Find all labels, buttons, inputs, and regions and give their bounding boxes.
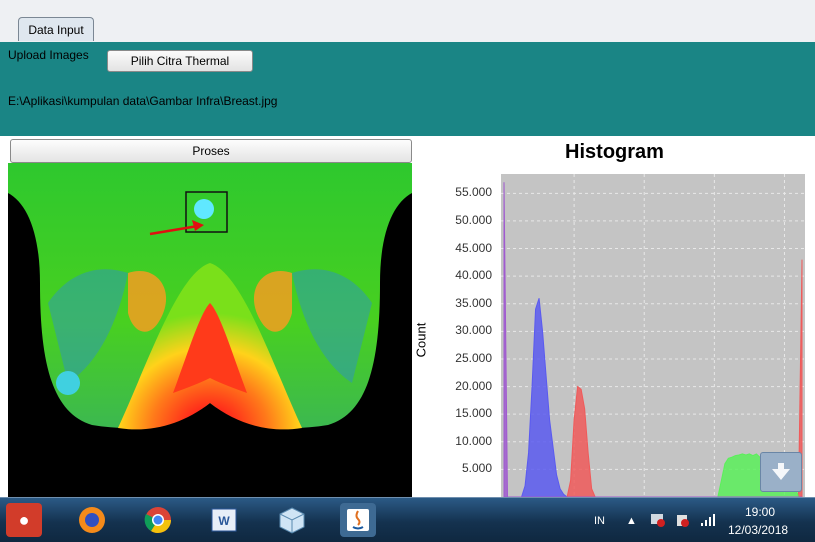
histogram-series-2 [504, 453, 802, 497]
upload-images-label: Upload Images [8, 48, 89, 62]
histogram-series-0 [504, 298, 802, 497]
firefox-icon[interactable] [74, 503, 110, 537]
y-tick-label: 40.000 [455, 268, 492, 283]
y-tick-label: 30.000 [455, 323, 492, 338]
tray-expand-icon[interactable]: ▲ [626, 515, 637, 527]
clock-time[interactable]: 19:00 [745, 505, 776, 519]
arrow-down-icon [772, 463, 790, 480]
histogram-chart [501, 174, 805, 497]
histogram-y-axis-label: Count [413, 322, 429, 358]
y-tick-label: 10.000 [455, 433, 492, 448]
signal-icon[interactable] [700, 514, 716, 529]
y-tick-label: 20.000 [455, 378, 492, 393]
y-tick-label: 35.000 [455, 295, 492, 310]
java-icon[interactable] [340, 503, 376, 537]
y-tick-label: 5.000 [461, 461, 492, 476]
region-of-interest-box [185, 191, 228, 233]
chrome-icon[interactable] [140, 503, 176, 537]
histogram-title: Histogram [565, 141, 664, 163]
red-arrow-icon [149, 224, 199, 236]
clock-date[interactable]: 12/03/2018 [728, 523, 789, 537]
word-icon[interactable]: W [206, 503, 242, 537]
language-indicator[interactable]: IN [594, 515, 605, 527]
file-path-label: E:\Aplikasi\kumpulan data\Gambar Infra\B… [8, 94, 278, 108]
y-tick-label: 25.000 [455, 350, 492, 365]
tab-data-input[interactable]: Data Input [18, 17, 94, 41]
tab-bar: Data Input [0, 0, 815, 43]
y-tick-label: 15.000 [455, 406, 492, 421]
histogram-plot-area [501, 174, 805, 497]
thermal-image-graphic [8, 163, 412, 497]
histogram-series-1 [504, 259, 803, 497]
power-icon[interactable] [674, 512, 690, 531]
network-icon[interactable] [650, 512, 666, 531]
thermal-image [8, 163, 412, 497]
y-tick-label: 55.000 [455, 185, 492, 200]
choose-thermal-image-button[interactable]: Pilih Citra Thermal [107, 50, 253, 72]
cube-app-icon[interactable] [274, 503, 310, 537]
process-button[interactable]: Proses [10, 139, 412, 163]
svg-text:W: W [218, 514, 230, 528]
paw-app-icon[interactable]: ● [6, 503, 42, 537]
taskbar [0, 497, 815, 542]
y-tick-label: 45.000 [455, 240, 492, 255]
y-tick-label: 50.000 [455, 212, 492, 227]
scroll-down-button[interactable] [760, 452, 802, 492]
